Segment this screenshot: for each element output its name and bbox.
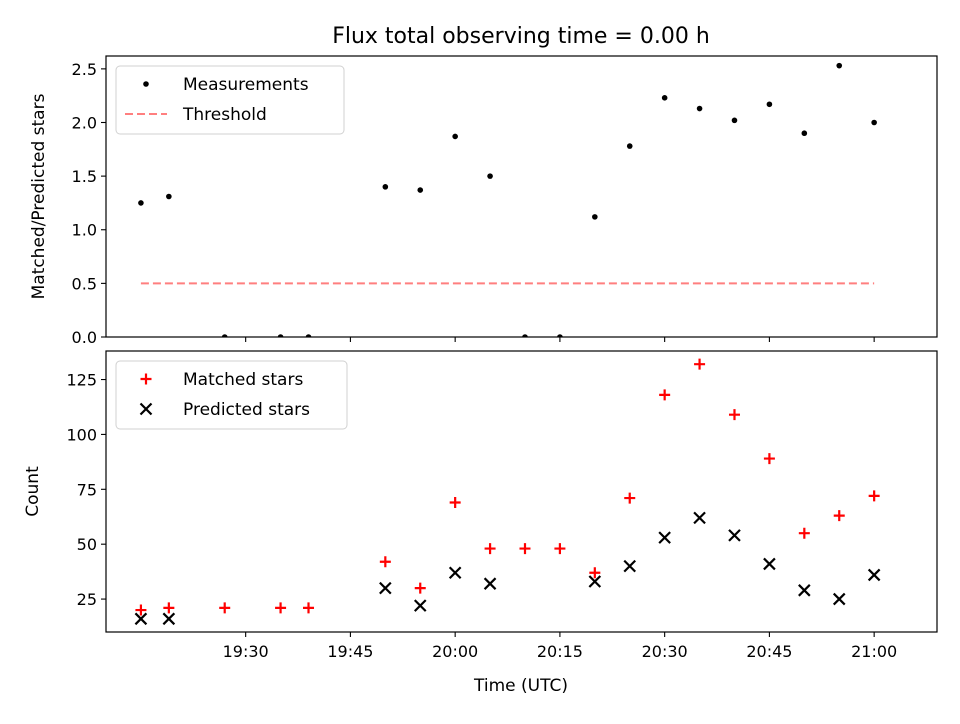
measurement-point [801,130,808,137]
predicted-stars-point [623,559,637,573]
y-tick-label: 75 [77,480,97,499]
axes-frame [105,350,938,633]
y-tick-label: 125 [66,371,97,390]
predicted-stars-point [134,612,148,626]
matched-stars-point [763,453,775,465]
predicted-stars-point [448,566,462,580]
predicted-stars-point [798,584,811,597]
measurement-point [166,193,172,200]
predicted-stars-point [693,511,706,525]
predicted-stars-point [658,531,671,544]
measurement-point [522,334,528,337]
x-tick-label: 19:45 [327,642,373,661]
matched-stars-point [449,496,461,508]
legend-label: Predicted stars [183,400,310,420]
x-tick-label: 21:00 [851,642,897,661]
axes-frame [105,55,938,338]
measurement-point [143,81,149,87]
y-tick-label: 2.0 [72,113,97,132]
y-tick-label: 0.5 [72,274,97,293]
y-tick-label: 25 [77,590,97,609]
predicted-stars-point [832,592,846,606]
measurement-point [696,105,703,112]
figure-title: Flux total observing time = 0.00 h [332,24,710,49]
measurement-point [221,334,228,337]
matched-stars-point [728,409,740,421]
y-tick-label: 1.5 [72,167,97,186]
predicted-stars-point [413,599,427,612]
y-tick-label: 1.0 [72,221,97,240]
x-tick-label: 20:00 [432,642,478,661]
measurement-point [305,334,312,337]
matched-stars-point [589,567,601,579]
legend: Measurements Threshold [115,65,345,135]
predicted-stars-point [588,575,602,588]
plot-area [134,358,881,626]
legend-box [115,65,345,135]
matched-stars-point [833,510,845,522]
x-axis-label: Time (UTC) [473,676,568,696]
matched-stars-point [554,543,566,555]
measurement-point [138,200,144,206]
y-axis-label: Count [23,466,43,517]
legend-label: Threshold [182,105,267,125]
legend: Matched stars Predicted stars [115,360,348,430]
measurement-point [487,173,493,179]
matched-stars-point [659,389,671,401]
matched-stars-point [275,602,287,614]
measurement-point [417,187,424,193]
measurement-point [836,62,843,69]
matched-stars-point [484,543,496,555]
y-tick-label: 50 [77,535,97,554]
matched-stars-point [135,604,147,616]
legend-label: Matched stars [183,370,303,390]
measurement-point [871,119,877,126]
matched-stars-point [163,602,175,614]
legend-box [115,360,348,430]
matched-stars-point [140,373,152,385]
predicted-stars-point [728,529,741,542]
measurement-point [592,214,598,220]
y-tick-label: 2.5 [72,60,97,79]
predicted-stars-point [867,568,881,582]
predicted-stars-point [162,612,176,626]
predicted-stars-point [379,581,392,595]
measurement-point [382,184,389,190]
matched-stars-point [694,358,706,370]
matched-stars-point [798,527,810,539]
predicted-stars-point [139,402,153,416]
x-tick-label: 20:15 [537,642,583,661]
plot-area [138,62,877,337]
count-panel: 19:30 19:45 20:00 20:15 20:30 20:45 21:00 25 50 7… [23,350,938,661]
matched-stars-point [868,490,880,502]
y-tick-label: 0.0 [72,328,97,347]
measurement-point [557,334,563,337]
predicted-stars-point [763,557,776,571]
matched-stars-point [624,492,636,504]
y-axis-label: Matched/Predicted stars [29,93,49,299]
ratio-panel: 0.0 0.5 1.0 1.5 2.0 2.5 Matched/Predicted star… [29,55,938,347]
x-tick-label: 19:30 [223,642,269,661]
matched-stars-point [519,543,531,555]
measurement-point [661,95,668,101]
x-tick-label: 20:30 [642,642,688,661]
y-tick-label: 100 [66,425,97,444]
matched-stars-point [303,602,315,614]
matched-stars-point [379,556,391,568]
measurement-point [626,143,633,149]
measurement-point [452,133,458,140]
measurement-point [731,117,738,124]
measurement-point [277,334,284,337]
predicted-stars-point [483,577,497,590]
x-tick-label: 20:45 [746,642,792,661]
measurement-point [766,101,773,108]
matched-stars-point [414,582,426,594]
matched-stars-point [219,602,231,614]
legend-label: Measurements [183,75,309,95]
